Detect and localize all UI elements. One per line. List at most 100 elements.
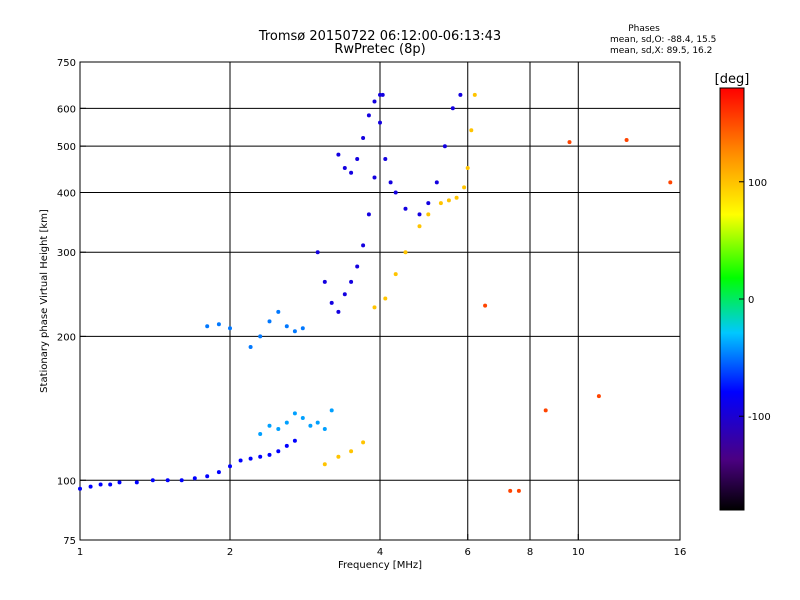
data-points [78,92,673,493]
data-point [216,322,221,327]
data-point [361,136,366,140]
data-point [458,92,463,97]
data-point [465,166,470,170]
data-point [342,292,347,297]
data-point [454,195,459,200]
colorbar-ticks: 100 0 -100 [739,178,771,423]
data-point [300,326,305,331]
data-point [292,411,297,416]
data-point [248,456,253,461]
y-tick-label: 750 [57,58,76,69]
data-point [228,326,232,331]
data-point [179,478,184,483]
data-point [355,157,360,161]
y-tick-label: 500 [57,142,76,153]
data-point [342,166,347,170]
data-point [446,198,451,203]
data-point [88,484,93,489]
data-point [284,420,289,425]
data-point [192,476,197,481]
data-point [349,279,354,284]
data-point [267,423,272,428]
data-point [228,464,232,469]
x-tick-label: 1 [77,547,83,558]
data-point [508,488,513,493]
data-point [258,334,263,339]
data-point [98,482,103,487]
data-point [417,224,422,229]
data-point [442,144,447,149]
data-point [383,296,388,301]
x-tick-label: 6 [465,547,471,558]
phases-title: Phases [628,24,660,34]
data-point [292,329,297,334]
data-point [322,427,327,431]
data-point [276,427,281,431]
data-point [150,478,155,483]
data-point [322,462,327,467]
x-tick-label: 2 [227,547,233,558]
data-point [205,324,210,329]
data-point [108,482,113,487]
data-point [267,452,272,457]
data-point [336,152,341,157]
data-point [216,470,221,475]
data-point [403,250,408,255]
data-point [276,449,281,454]
data-point [315,420,320,425]
chart-title: Tromsø 20150722 06:12:00-06:13:43 [258,29,501,44]
data-point [596,394,601,399]
y-axis-label: Stationary phase Virtual Height [km] [39,209,50,393]
data-point [624,138,629,142]
data-point [329,408,334,413]
data-point [267,319,272,324]
x-tick-label: 8 [527,547,533,558]
data-point [372,305,377,310]
phases-x-line: mean, sd,X: 89.5, 16.2 [610,46,712,56]
data-point [292,438,297,443]
chart-subtitle: RwPretec (8p) [334,42,425,57]
y-tick-label: 200 [57,332,76,343]
data-point [276,309,281,314]
data-point [308,423,313,428]
data-point [393,190,398,195]
data-point [388,180,393,185]
x-axis-ticks: 1 2 4 6 8 10 16 [77,534,687,558]
data-point [372,175,377,180]
data-point [668,180,673,185]
data-point [258,432,263,436]
data-point [361,243,366,248]
x-axis-label: Frequency [MHz] [338,560,422,571]
data-point [450,106,455,111]
data-point [329,300,334,305]
data-point [258,454,263,459]
data-point [355,264,360,269]
data-point [361,440,366,445]
x-tick-label: 4 [377,547,383,558]
x-tick-label: 10 [572,547,585,558]
y-axis-ticks: 75 100 200 300 400 500 600 750 [57,58,86,547]
data-point [349,170,354,175]
data-point [238,458,243,463]
data-point [300,416,305,420]
y-tick-label: 400 [57,188,76,199]
data-point [472,92,477,97]
colorbar-tick-label: 0 [748,295,754,306]
data-point [434,180,439,185]
x-tick-label: 16 [674,547,687,558]
data-point [322,279,327,284]
data-point [336,309,341,314]
data-point [426,212,431,217]
data-point [205,474,210,479]
data-point [393,272,398,277]
data-point [349,449,354,454]
data-point [78,486,82,491]
data-point [426,201,431,206]
data-point [483,303,488,308]
y-tick-label: 300 [57,248,76,259]
data-point [417,212,422,217]
data-point [438,201,443,206]
data-point [462,185,467,190]
data-point [372,99,377,104]
